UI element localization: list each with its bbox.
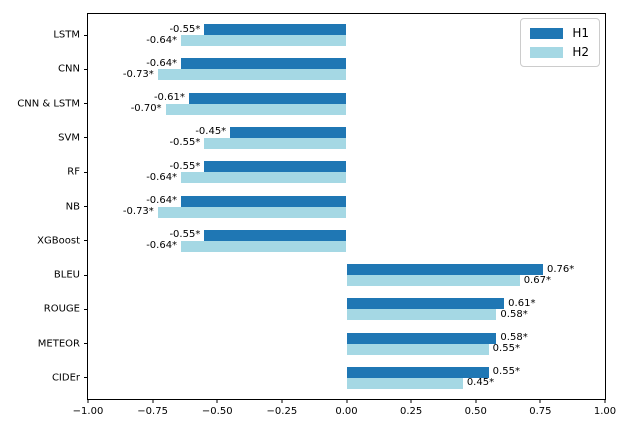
bar-h2-svm	[204, 137, 347, 149]
y-tick-label: BLEU	[53, 269, 80, 281]
bar-h2-cnn-lstm	[165, 103, 347, 115]
bar-value-label: -0.55*	[169, 229, 201, 241]
bar-h1-bleu	[346, 264, 543, 276]
bar-value-label: -0.64*	[146, 34, 178, 46]
bar-h1-meteor	[346, 332, 497, 344]
x-tick-mark	[216, 399, 218, 403]
bar-h2-meteor	[346, 343, 489, 355]
y-tick-label: RF	[67, 166, 80, 178]
y-tick-mark	[84, 274, 88, 276]
x-tick-label: 0.75	[529, 406, 552, 417]
y-tick-label: ROUGE	[43, 303, 80, 315]
bar-value-label: -0.64*	[146, 171, 178, 183]
x-tick-label: −0.75	[137, 406, 168, 417]
bar-h1-cider	[346, 366, 489, 378]
x-tick-mark	[281, 399, 283, 403]
x-tick-mark	[539, 399, 541, 403]
x-tick-mark	[152, 399, 154, 403]
y-tick-mark	[84, 68, 88, 70]
y-tick-label: NB	[65, 201, 80, 212]
bar-value-label: 0.55*	[492, 366, 520, 378]
legend: H1 H2	[520, 18, 600, 67]
x-tick-label: −0.50	[201, 406, 233, 417]
y-tick-mark	[84, 103, 88, 105]
x-tick-label: 0.00	[335, 406, 358, 417]
bar-h1-nb	[181, 195, 347, 207]
legend-entry-h2: H2	[530, 45, 589, 59]
bar-value-label: -0.64*	[146, 240, 178, 252]
bar-h2-xgboost	[181, 240, 347, 252]
plot-area: LSTM -0.55* -0.64* CNN -0.64* -0.73* CNN & LST…	[17, 13, 616, 417]
legend-swatch-h2	[530, 46, 564, 58]
bar-value-label: -0.55*	[169, 137, 201, 149]
x-tick-label: −1.00	[72, 406, 104, 417]
bar-h2-cider	[346, 377, 463, 389]
y-tick-mark	[84, 206, 88, 207]
bar-h2-rouge	[346, 309, 497, 321]
legend-label-h1: H1	[572, 26, 589, 40]
x-tick-mark	[604, 399, 606, 403]
bar-h2-nb	[157, 206, 347, 218]
y-tick-mark	[84, 137, 88, 139]
bar-value-label: -0.73*	[122, 206, 154, 217]
bar-h1-xgboost	[204, 229, 347, 241]
bar-value-label: 0.55*	[492, 343, 520, 355]
y-tick-mark	[84, 171, 88, 173]
bar-value-label: -0.70*	[130, 103, 162, 115]
bar-value-label: -0.55*	[169, 160, 201, 172]
bar-h2-cnn	[157, 69, 347, 81]
bar-value-label: -0.64*	[146, 195, 178, 206]
bar-h1-rf	[204, 161, 347, 173]
y-tick-mark	[84, 377, 88, 379]
x-tick-mark	[87, 399, 89, 403]
bar-value-label: -0.61*	[153, 92, 185, 104]
x-tick-label: 0.50	[464, 406, 487, 417]
legend-swatch-h1	[530, 27, 564, 39]
y-tick-mark	[84, 308, 88, 310]
bar-h1-lstm	[204, 24, 347, 36]
y-tick-label: XGBoost	[37, 235, 80, 247]
bar-value-label: -0.55*	[169, 23, 201, 35]
x-tick-mark	[410, 399, 412, 403]
y-tick-mark	[84, 34, 88, 36]
bar-h2-bleu	[346, 275, 520, 287]
legend-entry-h1: H1	[530, 26, 589, 40]
bar-value-label: 0.45*	[466, 377, 495, 389]
bar-value-label: -0.73*	[122, 68, 154, 80]
bar-value-label: 0.58*	[500, 308, 528, 320]
bar-h1-rouge	[346, 298, 505, 310]
bar-h1-svm	[230, 126, 347, 138]
bar-h1-cnn-lstm	[188, 92, 347, 104]
bar-value-label: -0.64*	[146, 57, 178, 69]
bar-h2-rf	[181, 172, 347, 184]
bar-h1-cnn	[181, 58, 347, 70]
bar-value-label: 0.67*	[523, 274, 551, 286]
y-tick-label: CNN	[58, 63, 80, 75]
y-tick-label: METEOR	[37, 338, 80, 350]
bar-value-label: 0.76*	[546, 263, 575, 275]
bar-value-label: -0.45*	[195, 126, 227, 138]
bar-value-label: 0.61*	[508, 297, 536, 309]
x-tick-label: 0.25	[399, 406, 423, 417]
legend-label-h2: H2	[572, 45, 589, 59]
y-tick-label: CNN & LSTM	[17, 98, 80, 110]
y-tick-label: LSTM	[53, 29, 80, 41]
y-tick-mark	[84, 343, 88, 345]
x-tick-label: 1.00	[593, 406, 617, 417]
x-tick-mark	[346, 399, 347, 403]
bar-value-label: 0.58*	[500, 332, 528, 344]
bar-h2-lstm	[181, 35, 347, 47]
y-tick-label: CIDEr	[51, 372, 80, 384]
x-tick-label: −0.25	[266, 406, 298, 417]
y-tick-mark	[84, 240, 88, 242]
x-tick-mark	[475, 399, 477, 403]
y-tick-label: SVM	[58, 132, 80, 144]
